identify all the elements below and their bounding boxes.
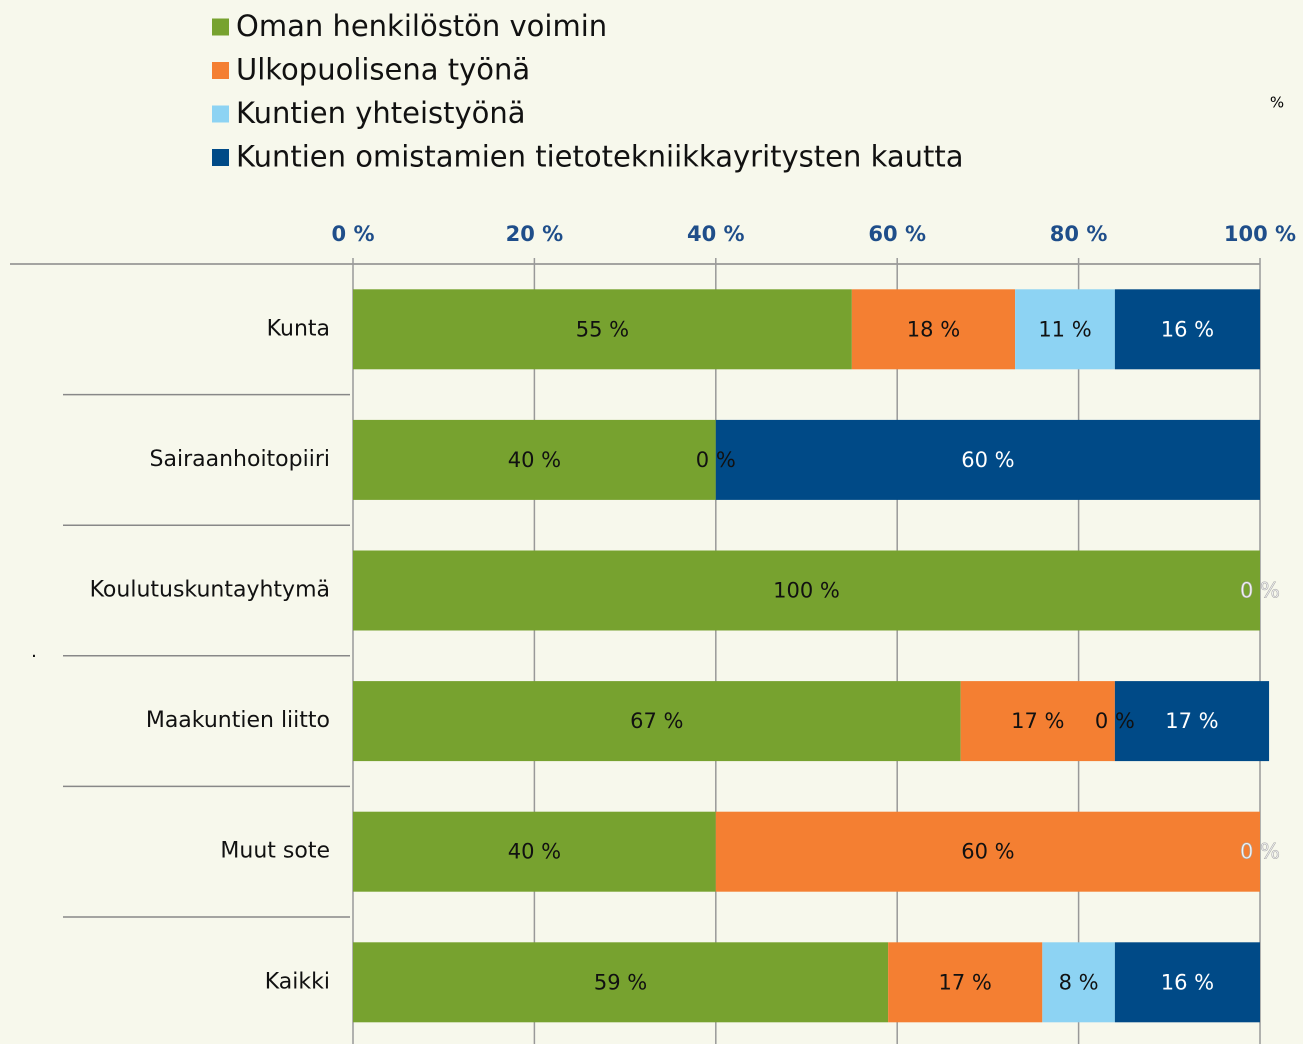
bar-segment bbox=[353, 942, 889, 1023]
legend-label: Oman henkilöstön voimin bbox=[236, 9, 607, 43]
value-label: 60 % bbox=[961, 840, 1014, 864]
value-label: 8 % bbox=[1059, 970, 1099, 994]
bar-segment bbox=[1114, 289, 1260, 370]
value-label: 0 % bbox=[1240, 840, 1280, 864]
bar-segment bbox=[851, 289, 1016, 370]
value-label: 100 % bbox=[773, 579, 840, 603]
bar-segment bbox=[888, 942, 1043, 1023]
category-label: Kunta bbox=[267, 316, 330, 341]
value-label: 17 % bbox=[939, 970, 992, 994]
bar-segment bbox=[1114, 942, 1260, 1023]
category-label: Maakuntien liitto bbox=[146, 708, 330, 733]
bar-segment bbox=[715, 419, 1260, 500]
x-tick-label: 0 % bbox=[332, 222, 375, 246]
bar-segment bbox=[1042, 942, 1115, 1023]
bar-segment bbox=[353, 419, 716, 500]
bar-segment bbox=[353, 811, 716, 892]
legend-swatch bbox=[212, 149, 229, 166]
value-label: 55 % bbox=[576, 317, 629, 341]
value-label: 17 % bbox=[1165, 709, 1218, 733]
unit-note: % bbox=[1270, 94, 1284, 112]
bar-segment bbox=[1015, 289, 1115, 370]
x-tick-label: 20 % bbox=[506, 222, 564, 246]
bar-segment bbox=[353, 681, 961, 762]
legend-swatch bbox=[212, 105, 229, 123]
annotation: . bbox=[31, 641, 37, 662]
value-label: 11 % bbox=[1038, 317, 1091, 341]
value-label: 18 % bbox=[907, 317, 960, 341]
legend-label: Kuntien omistamien tietotekniikkayrityst… bbox=[236, 140, 964, 174]
x-tick-label: 100 % bbox=[1224, 222, 1296, 246]
bar-segment bbox=[1114, 681, 1270, 762]
value-label: 40 % bbox=[508, 840, 561, 864]
value-label: 16 % bbox=[1161, 317, 1214, 341]
x-tick-label: 60 % bbox=[868, 222, 926, 246]
value-label: 67 % bbox=[630, 709, 683, 733]
value-label: 59 % bbox=[594, 970, 647, 994]
value-label: 0 % bbox=[1095, 709, 1135, 733]
x-tick-label: 40 % bbox=[687, 222, 745, 246]
category-label: Muut sote bbox=[220, 839, 330, 864]
category-label: Sairaanhoitopiiri bbox=[150, 447, 330, 472]
legend-label: Kuntien yhteistyönä bbox=[236, 96, 526, 130]
bar-segment bbox=[960, 681, 1115, 762]
category-label: Kaikki bbox=[265, 969, 330, 994]
x-tick-label: 80 % bbox=[1050, 222, 1108, 246]
value-label: 0 % bbox=[696, 448, 736, 472]
value-label: 60 % bbox=[961, 448, 1014, 472]
legend-label: Ulkopuolisena työnä bbox=[236, 53, 530, 87]
value-label: 16 % bbox=[1161, 970, 1214, 994]
bar-segment bbox=[353, 550, 1260, 631]
bar-segment bbox=[715, 811, 1260, 892]
value-label: 17 % bbox=[1011, 709, 1064, 733]
value-label: 0 % bbox=[1240, 579, 1280, 603]
value-label: 40 % bbox=[508, 448, 561, 472]
legend-swatch bbox=[212, 18, 229, 36]
bar-segment bbox=[353, 289, 852, 370]
category-label: Koulutuskuntayhtymä bbox=[90, 578, 330, 603]
legend-swatch bbox=[212, 62, 229, 79]
